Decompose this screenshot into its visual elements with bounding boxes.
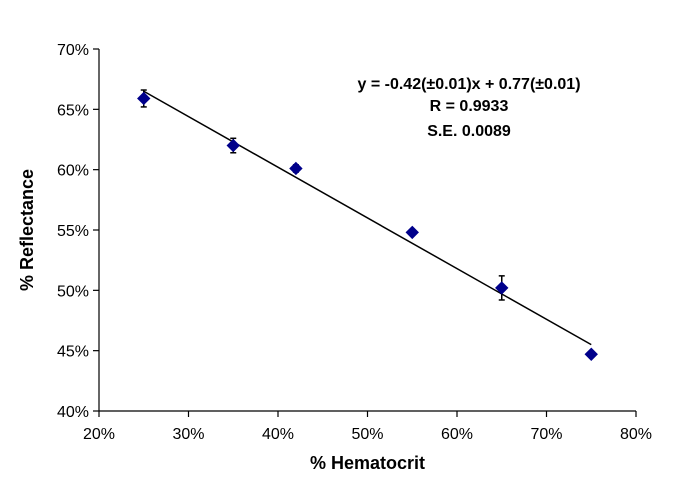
x-tick-label: 50% bbox=[351, 426, 383, 443]
y-tick-label: 50% bbox=[57, 283, 89, 300]
y-tick-label: 55% bbox=[57, 223, 89, 240]
standard-error-annotation: S.E. 0.0089 bbox=[427, 123, 511, 140]
data-point bbox=[584, 347, 598, 361]
x-tick-label: 70% bbox=[530, 426, 562, 443]
y-tick-label: 70% bbox=[57, 42, 89, 59]
x-tick-label: 20% bbox=[83, 426, 115, 443]
x-tick-label: 80% bbox=[620, 426, 652, 443]
trend-line bbox=[143, 90, 592, 346]
y-tick-label: 60% bbox=[57, 163, 89, 180]
data-point bbox=[405, 225, 419, 240]
data-point bbox=[226, 138, 240, 153]
r-value-annotation: R = 0.9933 bbox=[430, 98, 509, 115]
x-axis-ticks: 20% 30% 40% 50% 60% 70% 80% bbox=[83, 411, 652, 443]
x-tick-label: 40% bbox=[262, 426, 294, 443]
x-axis-title: % Hematocrit bbox=[310, 453, 425, 473]
y-tick-label: 65% bbox=[57, 102, 89, 119]
x-tick-label: 60% bbox=[441, 426, 473, 443]
y-tick-label: 45% bbox=[57, 344, 89, 361]
y-axis-title: % Reflectance bbox=[17, 169, 37, 291]
error-bars bbox=[140, 89, 595, 358]
y-axis-ticks: 40% 45% 50% 55% 60% 65% 70% bbox=[57, 42, 99, 421]
data-point bbox=[137, 91, 151, 106]
data-point bbox=[289, 161, 303, 176]
equation-annotation: y = -0.42(±0.01)x + 0.77(±0.01) bbox=[357, 76, 580, 93]
axes bbox=[98, 49, 636, 412]
x-tick-label: 30% bbox=[172, 426, 204, 443]
data-points bbox=[137, 91, 598, 361]
y-tick-label: 40% bbox=[57, 404, 89, 421]
data-point bbox=[495, 281, 509, 295]
